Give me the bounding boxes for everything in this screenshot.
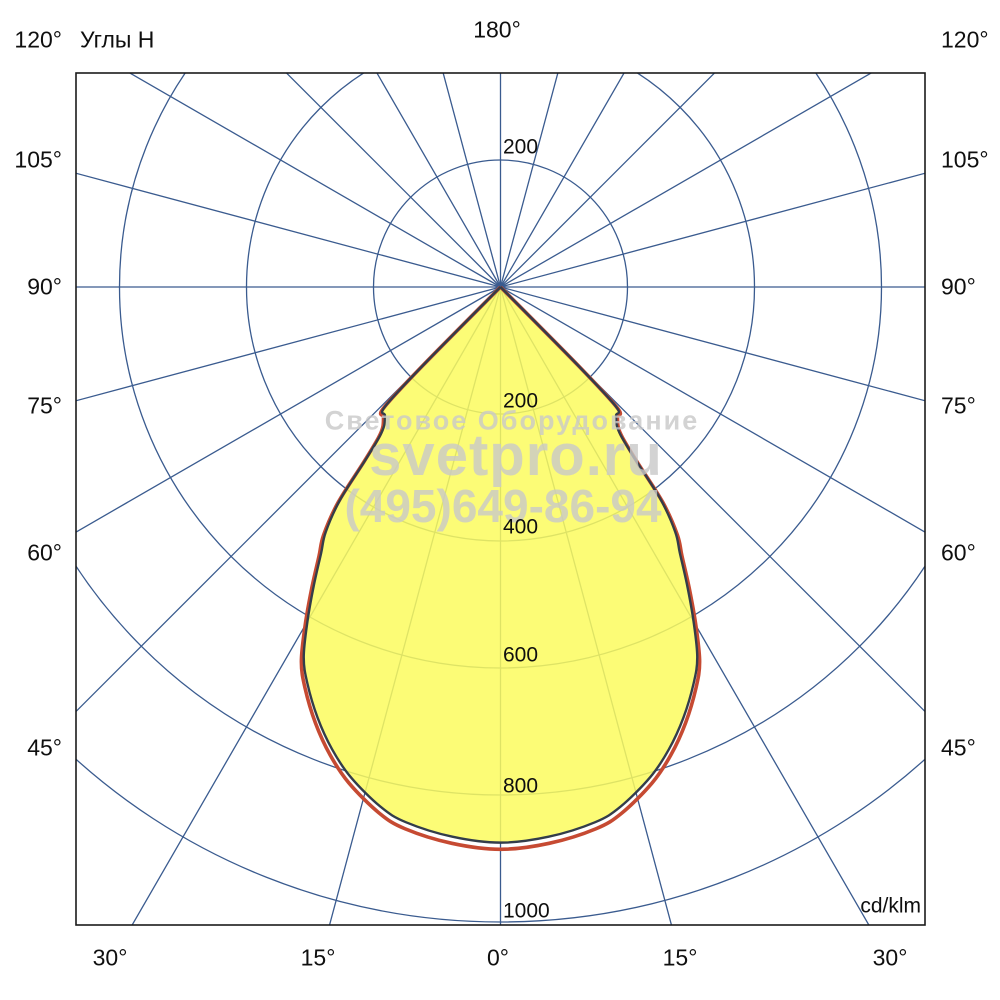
- grid-ray: [500, 286, 925, 713]
- grid-ray: [499, 73, 625, 288]
- angle-label-bottom-3: 15°: [662, 944, 698, 971]
- unit-label: cd/klm: [860, 894, 921, 918]
- grid-ring: [76, 758, 925, 923]
- grid-ray: [500, 286, 925, 533]
- angle-label-right-60°: 60°: [941, 539, 976, 566]
- grid-ray: [500, 286, 925, 402]
- grid-ray: [500, 172, 925, 288]
- angle-label-left-45°: 45°: [27, 734, 62, 761]
- ring-value-label-5: 1000: [503, 899, 550, 923]
- angle-label-left-105°: 105°: [14, 146, 62, 173]
- grid-ray: [285, 73, 501, 288]
- angle-label-left-90°: 90°: [27, 273, 62, 300]
- grid-ray: [76, 172, 501, 288]
- angle-label-bottom-2: 0°: [487, 944, 509, 971]
- grid-ray: [442, 73, 502, 288]
- intensity-fill: [303, 287, 698, 843]
- grid-ray: [128, 73, 501, 288]
- angle-label-left-60°: 60°: [27, 539, 62, 566]
- angle-label-right-90°: 90°: [941, 273, 976, 300]
- ring-value-label-0: 200: [503, 135, 539, 159]
- angle-label-right-105°: 105°: [941, 146, 989, 173]
- grid-ray: [76, 286, 501, 713]
- angle-label-bottom-1: 15°: [300, 944, 336, 971]
- grid-ray: [76, 286, 501, 402]
- angle-label-bottom-0: 30°: [92, 944, 128, 971]
- top-angle-label: 180°: [473, 16, 521, 43]
- axis-name-label: Углы H: [80, 26, 155, 53]
- ring-value-label-2: 400: [503, 515, 539, 539]
- angle-label-left-120°: 120°: [14, 26, 62, 53]
- ring-value-label-1: 200: [503, 389, 539, 413]
- ring-value-label-3: 600: [503, 643, 539, 667]
- angle-label-right-120°: 120°: [941, 26, 989, 53]
- plot-border: [75, 72, 926, 926]
- grid-ray: [76, 286, 501, 533]
- curve-plane-C90-C270: [302, 286, 699, 844]
- grid-ray: [499, 73, 559, 288]
- grid-ray: [500, 73, 873, 288]
- grid-ray: [500, 73, 716, 288]
- angle-label-left-75°: 75°: [27, 392, 62, 419]
- angle-label-right-45°: 45°: [941, 734, 976, 761]
- angle-label-bottom-4: 30°: [872, 944, 908, 971]
- ring-value-label-4: 800: [503, 774, 539, 798]
- angle-label-right-75°: 75°: [941, 392, 976, 419]
- grid-ray: [376, 73, 502, 288]
